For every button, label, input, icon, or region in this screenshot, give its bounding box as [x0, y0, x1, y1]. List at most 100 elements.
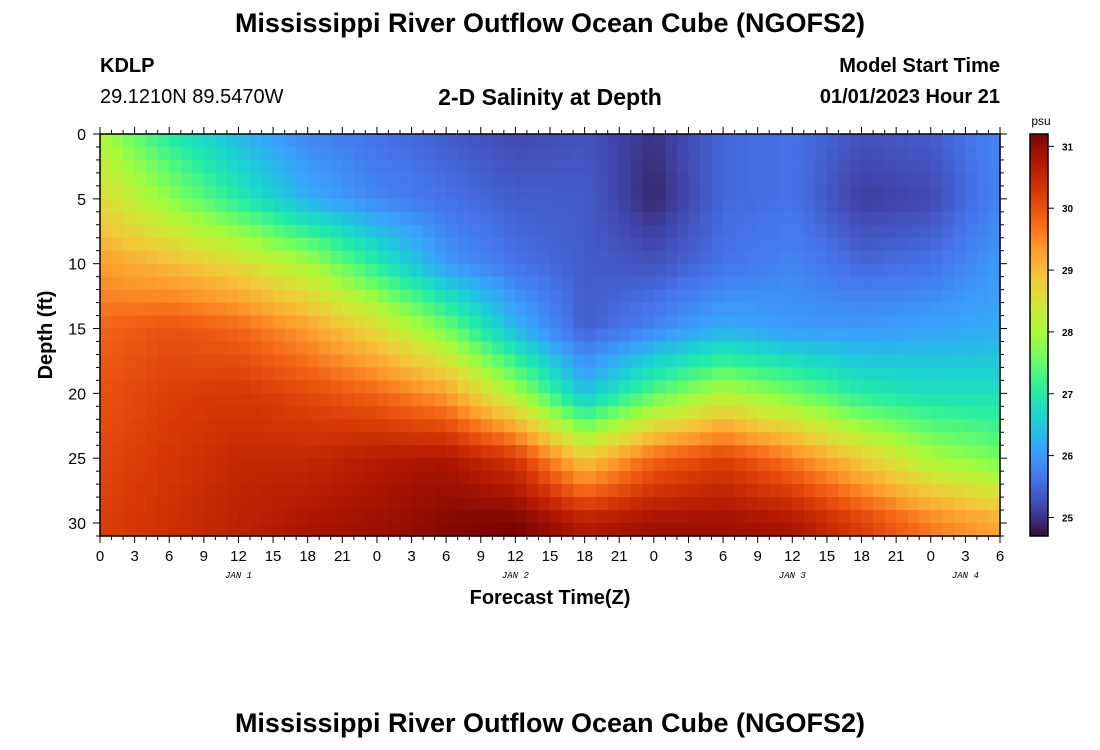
heatmap-cell [342, 134, 355, 148]
heatmap-cell [480, 250, 493, 265]
heatmap-cell [942, 406, 955, 420]
heatmap-cell [723, 289, 736, 304]
heatmap-cell [261, 354, 274, 369]
heatmap-cell [630, 406, 643, 420]
heatmap-cell [215, 211, 228, 226]
heatmap-cell [503, 315, 516, 330]
heatmap-cell [826, 146, 840, 161]
heatmap-cell [873, 198, 886, 213]
heatmap-cell [296, 497, 309, 511]
heatmap-cell [607, 445, 620, 459]
heatmap-cell [238, 237, 251, 252]
heatmap-cell [319, 185, 332, 200]
heatmap-cell [423, 471, 436, 485]
heatmap-cell [330, 172, 343, 187]
heatmap-cell [446, 224, 459, 239]
heatmap-cell [919, 380, 932, 394]
heatmap-cell [330, 146, 343, 161]
heatmap-cell [526, 341, 540, 356]
heatmap-cell [180, 263, 193, 278]
heatmap-cell [930, 432, 943, 446]
heatmap-cell [676, 393, 690, 407]
heatmap-cell [815, 198, 828, 213]
heatmap-cell [411, 523, 424, 537]
heatmap-cell [688, 159, 701, 174]
heatmap-cell [688, 185, 701, 200]
heatmap-cell [792, 419, 805, 433]
heatmap-cell [250, 354, 263, 369]
heatmap-cell [296, 302, 309, 317]
heatmap-cell [146, 419, 159, 433]
heatmap-cell [942, 354, 955, 369]
heatmap-cell [792, 471, 805, 485]
heatmap-cell [307, 380, 320, 394]
heatmap-cell [469, 497, 482, 511]
heatmap-cell [550, 432, 563, 446]
heatmap-cell [411, 445, 424, 459]
heatmap-cell [423, 224, 436, 239]
heatmap-cell [169, 497, 182, 511]
heatmap-cell [284, 185, 297, 200]
heatmap-cell [469, 263, 482, 278]
heatmap-cell [515, 250, 528, 265]
heatmap-cell [203, 185, 216, 200]
heatmap-cell [653, 380, 666, 394]
heatmap-cell [665, 159, 678, 174]
heatmap-cell [965, 484, 978, 498]
heatmap-cell [619, 432, 632, 446]
heatmap-cell [411, 263, 424, 278]
heatmap-cell [688, 380, 701, 394]
heatmap-cell [873, 328, 886, 343]
heatmap-cell [238, 341, 251, 356]
heatmap-cell [192, 523, 205, 537]
heatmap-cell [400, 198, 413, 213]
heatmap-cell [100, 445, 113, 459]
heatmap-cell [757, 315, 770, 330]
heatmap-cell [896, 458, 909, 472]
heatmap-cell [226, 289, 240, 304]
heatmap-cell [123, 328, 136, 343]
heatmap-cell [896, 146, 909, 161]
heatmap-cell [100, 341, 113, 356]
heatmap-cell [561, 497, 574, 511]
heatmap-cell [550, 523, 563, 537]
heatmap-cell [665, 185, 678, 200]
heatmap-cell [607, 497, 620, 511]
heatmap-cell [250, 237, 263, 252]
heatmap-cell [492, 380, 505, 394]
heatmap-cell [965, 159, 978, 174]
heatmap-cell [769, 419, 782, 433]
heatmap-cell [400, 471, 413, 485]
heatmap-cell [792, 134, 805, 148]
heatmap-cell [284, 432, 297, 446]
colorbar-tick-label: 27 [1062, 390, 1074, 401]
heatmap-cell [861, 484, 874, 498]
heatmap-cell [642, 484, 655, 498]
x-tick-label: 6 [996, 548, 1004, 565]
heatmap-cell [769, 237, 782, 252]
heatmap-cell [446, 263, 459, 278]
heatmap-cell [469, 185, 482, 200]
heatmap-cell [942, 224, 955, 239]
heatmap-cell [584, 380, 597, 394]
heatmap-cell [215, 276, 228, 291]
heatmap-cell [919, 445, 932, 459]
heatmap-cell [123, 510, 136, 524]
heatmap-cell [226, 302, 240, 317]
heatmap-cell [780, 159, 793, 174]
heatmap-cell [492, 419, 505, 433]
heatmap-cell [226, 328, 240, 343]
heatmap-cell [307, 497, 320, 511]
heatmap-cell [134, 276, 147, 291]
heatmap-cell [919, 276, 932, 291]
heatmap-cell [873, 172, 886, 187]
heatmap-cell [861, 393, 874, 407]
heatmap-cell [676, 445, 690, 459]
heatmap-cell [711, 146, 724, 161]
x-axis-label: Forecast Time(Z) [470, 587, 631, 609]
heatmap-cell [688, 289, 701, 304]
heatmap-cell [746, 445, 759, 459]
heatmap-cell [423, 302, 436, 317]
heatmap-cell [284, 523, 297, 537]
heatmap-cell [307, 328, 320, 343]
